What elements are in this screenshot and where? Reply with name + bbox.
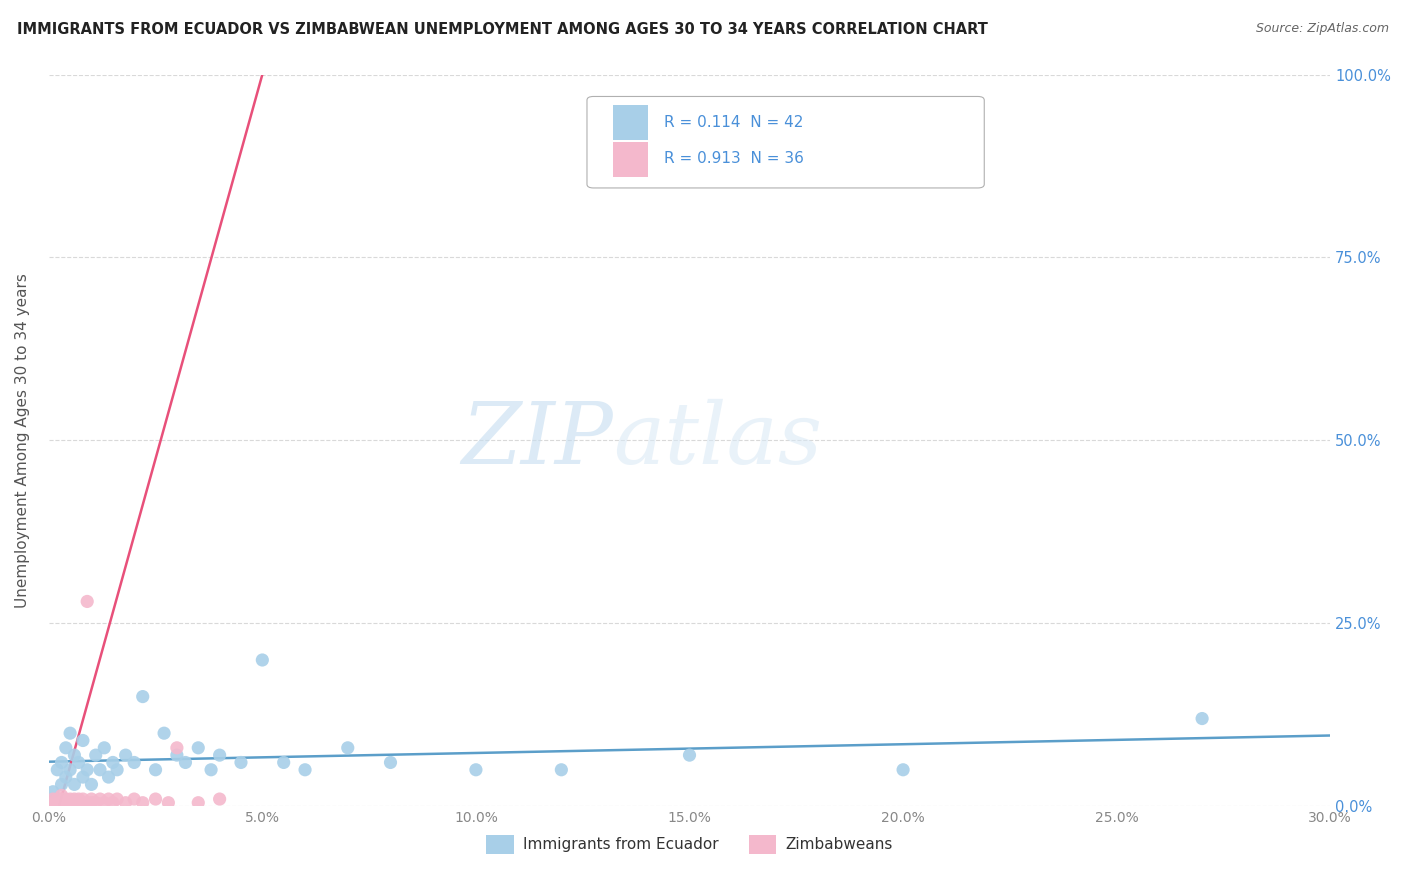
Point (132, 690, 155, 704)
Point (294, 763, 316, 777)
FancyBboxPatch shape (613, 105, 648, 140)
Point (76, 594, 98, 608)
Text: ZIP: ZIP (461, 399, 613, 482)
Text: Source: ZipAtlas.com: Source: ZipAtlas.com (1256, 22, 1389, 36)
Point (59, 792, 82, 806)
Point (122, 756, 145, 770)
Point (678, 748, 700, 763)
Point (76, 796, 98, 810)
Point (46, 796, 69, 810)
Point (80, 792, 103, 806)
Point (208, 792, 231, 806)
Point (42, 785, 65, 799)
Point (51, 796, 73, 810)
Point (42, 796, 65, 810)
Point (93, 796, 115, 810)
Point (97, 792, 120, 806)
Point (145, 763, 167, 777)
Point (122, 792, 145, 806)
Point (59, 796, 82, 810)
Point (380, 756, 402, 770)
Point (51, 792, 73, 806)
Point (46, 792, 69, 806)
Point (42, 792, 65, 806)
Point (187, 796, 209, 810)
Point (105, 763, 128, 777)
Point (39, 796, 62, 810)
Point (59, 763, 82, 777)
Point (89, 763, 111, 777)
Point (80, 777, 103, 791)
Point (157, 796, 180, 810)
Point (84, 748, 107, 763)
Text: atlas: atlas (613, 399, 821, 482)
Point (273, 756, 295, 770)
Point (67, 756, 90, 770)
Point (89, 792, 111, 806)
Point (55, 792, 77, 806)
Point (55, 770, 77, 784)
Point (132, 796, 155, 810)
Point (166, 740, 188, 755)
Point (550, 763, 572, 777)
Point (252, 653, 274, 667)
Point (72, 733, 94, 747)
Point (67, 792, 90, 806)
Point (76, 763, 98, 777)
Point (72, 796, 94, 810)
Point (80, 796, 103, 810)
Point (174, 756, 197, 770)
Point (101, 796, 124, 810)
Point (51, 777, 73, 791)
Point (1191, 712, 1213, 726)
Point (51, 756, 73, 770)
FancyBboxPatch shape (586, 96, 984, 188)
Point (72, 792, 94, 806)
Point (464, 763, 486, 777)
Point (51, 789, 73, 803)
Text: R = 0.913  N = 36: R = 0.913 N = 36 (664, 151, 804, 166)
Text: R = 0.114  N = 42: R = 0.114 N = 42 (664, 114, 803, 129)
Point (114, 748, 136, 763)
Point (59, 726, 82, 740)
Point (208, 748, 231, 763)
Point (63, 792, 86, 806)
Point (63, 796, 86, 810)
Point (891, 763, 914, 777)
Point (97, 770, 120, 784)
Point (145, 792, 167, 806)
Point (153, 726, 176, 740)
Point (101, 756, 124, 770)
Point (229, 756, 252, 770)
Point (55, 740, 77, 755)
Legend: Immigrants from Ecuador, Zimbabweans: Immigrants from Ecuador, Zimbabweans (486, 835, 893, 854)
Text: IMMIGRANTS FROM ECUADOR VS ZIMBABWEAN UNEMPLOYMENT AMONG AGES 30 TO 34 YEARS COR: IMMIGRANTS FROM ECUADOR VS ZIMBABWEAN UN… (17, 22, 988, 37)
Point (63, 777, 86, 791)
Point (187, 740, 209, 755)
Point (63, 748, 86, 763)
Point (114, 796, 136, 810)
FancyBboxPatch shape (613, 142, 648, 177)
Point (93, 740, 115, 755)
Point (55, 796, 77, 810)
Point (105, 792, 128, 806)
Point (336, 740, 359, 755)
Point (46, 763, 69, 777)
Point (67, 796, 90, 810)
Point (72, 770, 94, 784)
Point (84, 796, 107, 810)
Point (200, 763, 222, 777)
Y-axis label: Unemployment Among Ages 30 to 34 years: Unemployment Among Ages 30 to 34 years (15, 273, 30, 607)
Point (166, 748, 188, 763)
